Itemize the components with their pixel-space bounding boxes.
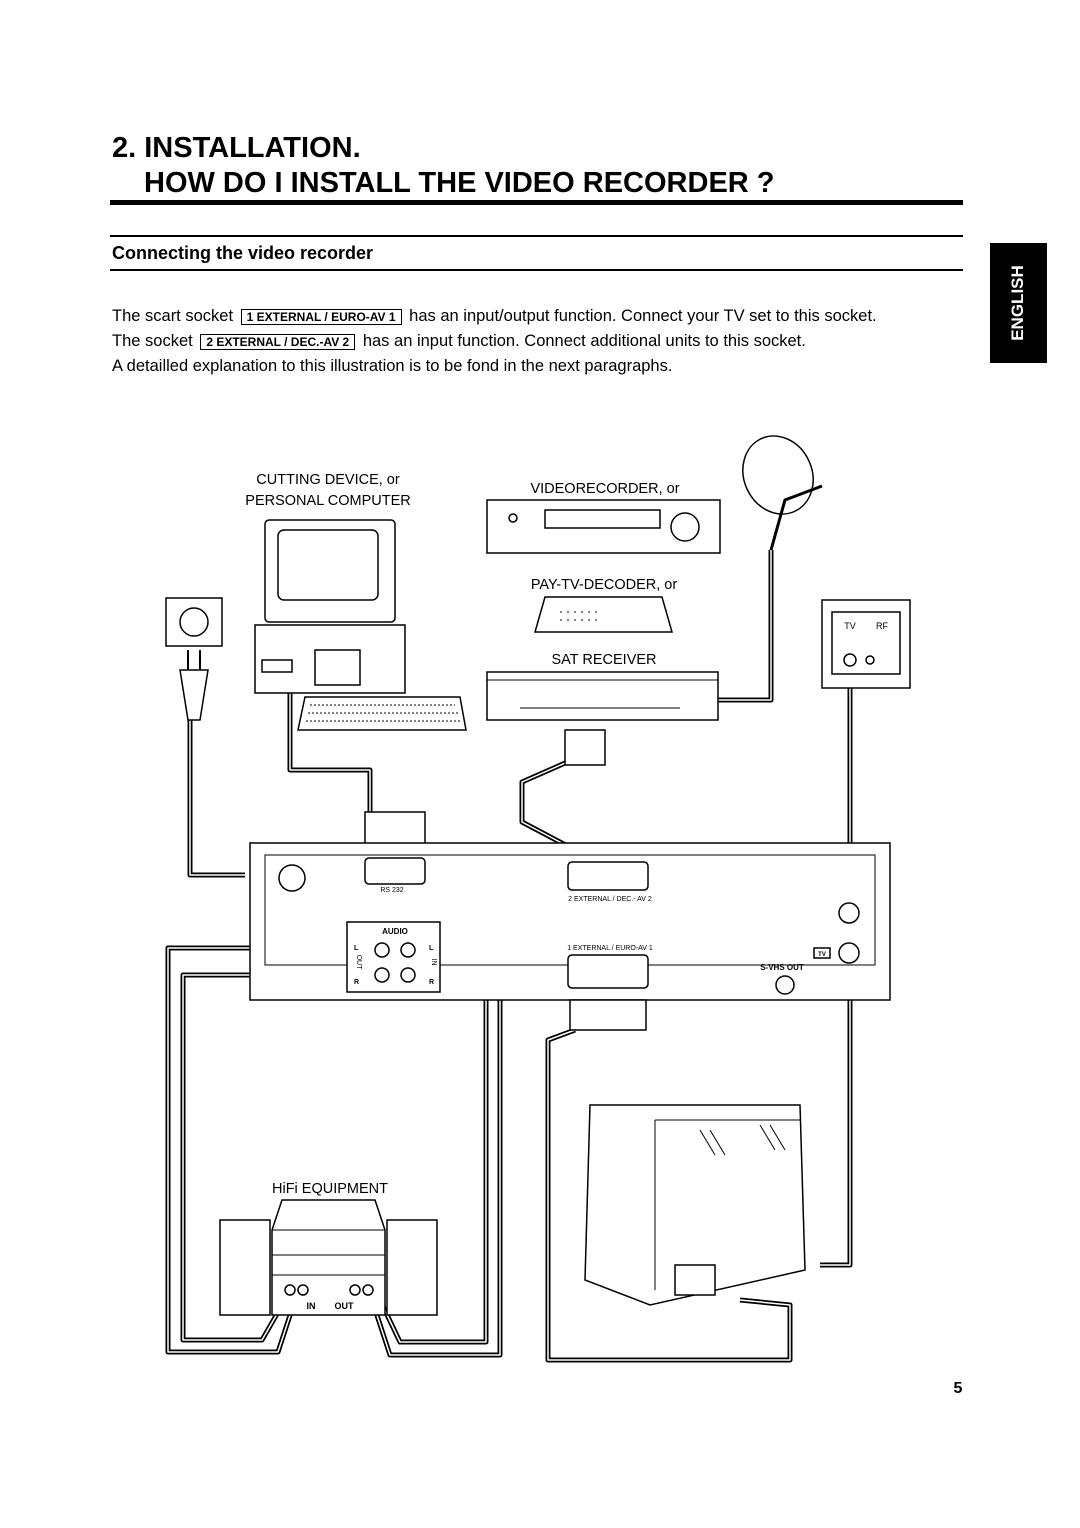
side-tab: ENGLISH xyxy=(990,243,1047,363)
label: R xyxy=(429,979,434,986)
audio-panel xyxy=(346,921,441,993)
label: L xyxy=(429,945,434,952)
label: IN xyxy=(430,959,437,966)
amplifier xyxy=(271,1199,386,1316)
label: TV xyxy=(844,621,856,631)
label: TV xyxy=(818,952,826,958)
label: L xyxy=(354,945,359,952)
label: PERSONAL COMPUTER xyxy=(245,493,410,509)
page-number: 5 xyxy=(954,1380,963,1397)
label: 1 EXTERNAL / EURO-AV 1 xyxy=(567,945,653,952)
text: The socket xyxy=(112,332,193,350)
plug xyxy=(179,669,209,721)
label: SAT RECEIVER xyxy=(551,652,656,668)
paragraph: A detailled explanation to this illustra… xyxy=(112,357,673,375)
scart-plug xyxy=(564,729,606,766)
label: IN xyxy=(307,1301,316,1311)
label: RF xyxy=(876,621,888,631)
speaker xyxy=(219,1219,271,1316)
label: PAY-TV-DECODER, or xyxy=(531,577,678,593)
section-title: Connecting the video recorder xyxy=(112,243,374,263)
label: R xyxy=(354,979,359,986)
title: HOW DO I INSTALL THE VIDEO RECORDER ? xyxy=(144,167,775,199)
sat-receiver xyxy=(486,671,719,721)
decoder xyxy=(534,596,673,633)
label: OUT xyxy=(355,955,362,971)
label: CUTTING DEVICE, or xyxy=(256,472,400,488)
text: The scart socket xyxy=(112,307,234,325)
label: OUT xyxy=(335,1301,355,1311)
paragraph: The socket 2 EXTERNAL / DEC.-AV 2 has an… xyxy=(112,332,806,351)
dish xyxy=(742,435,814,515)
label: HiFi EQUIPMENT xyxy=(272,1181,388,1197)
scart-socket xyxy=(567,861,649,891)
rule xyxy=(110,200,963,205)
tv xyxy=(584,1104,806,1306)
text: has an input/output function. Connect yo… xyxy=(409,307,877,325)
label: S-VHS OUT xyxy=(760,963,804,972)
label: AUDIO xyxy=(382,927,408,936)
speaker xyxy=(386,1219,438,1316)
label: VIDEORECORDER, or xyxy=(530,481,679,497)
scart-socket xyxy=(567,954,649,989)
socket-label: 1 EXTERNAL / EURO-AV 1 xyxy=(240,309,402,325)
label: RS 232 xyxy=(380,887,403,894)
cables xyxy=(165,550,853,1363)
paragraph: The scart socket 1 EXTERNAL / EURO-AV 1 … xyxy=(112,307,877,326)
power-socket xyxy=(278,864,306,892)
title: 2. INSTALLATION. xyxy=(112,132,361,164)
scart-plug xyxy=(569,999,647,1031)
text: has an input function. Connect additiona… xyxy=(362,332,806,350)
socket-face xyxy=(179,607,209,637)
socket-label: 2 EXTERNAL / DEC.-AV 2 xyxy=(200,334,356,350)
label: 2 EXTERNAL / DEC.- AV 2 xyxy=(568,896,652,903)
rule xyxy=(110,235,963,237)
rule xyxy=(110,269,963,271)
